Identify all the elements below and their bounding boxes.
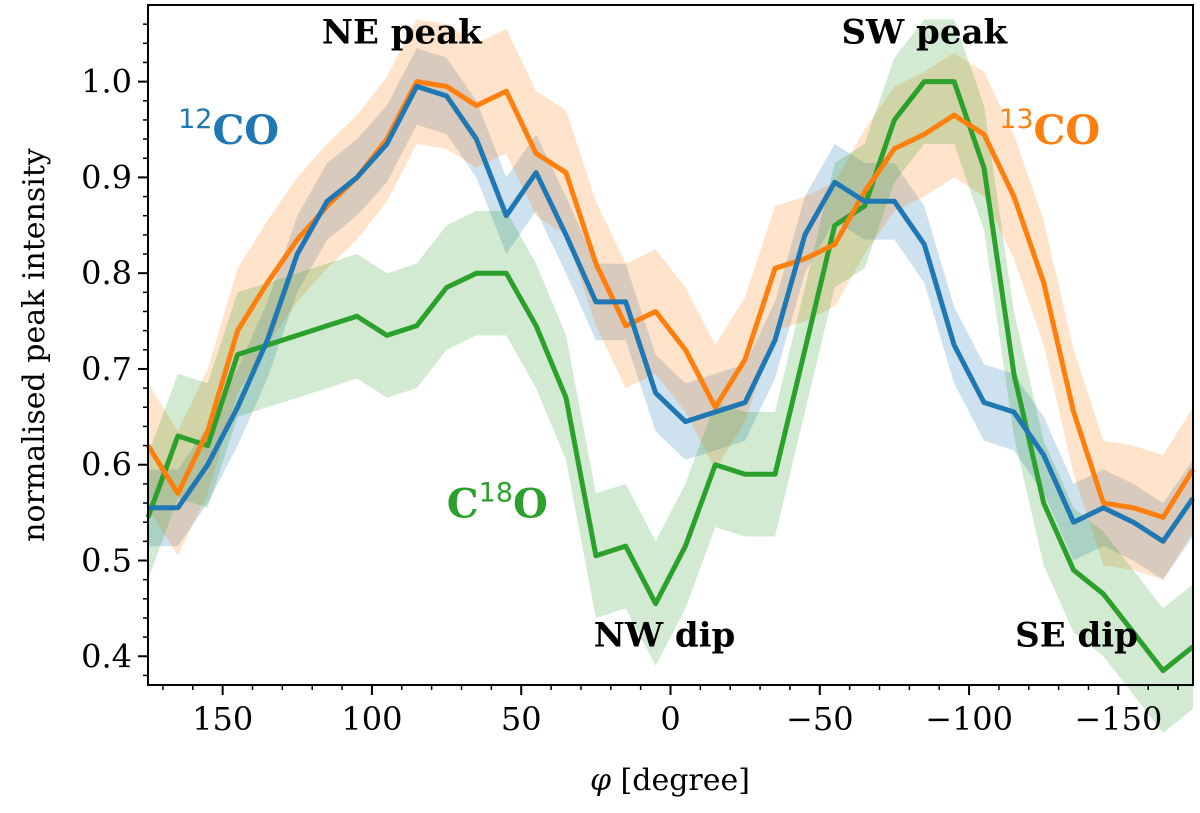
axis-labels: φ [degree] normalised peak intensity xyxy=(17,148,750,798)
y-tick-label: 0.9 xyxy=(81,158,132,196)
x-tick-label: −100 xyxy=(925,700,1013,738)
x-tick-label: −50 xyxy=(786,700,854,738)
y-axis-label: normalised peak intensity xyxy=(17,148,52,542)
annotations: NE peak SW peak NW dip SE dip 12CO 13CO C18O xyxy=(178,12,1138,655)
uncertainty-bands xyxy=(148,19,1193,733)
y-tick-label: 0.8 xyxy=(81,254,132,292)
y-tick-label: 0.6 xyxy=(81,446,132,484)
y-tick-label: 0.7 xyxy=(81,350,132,388)
annotation-ne-peak: NE peak xyxy=(322,12,483,52)
series-label-c18o: C18O xyxy=(447,477,548,527)
line-c18o xyxy=(145,79,1195,674)
axis-ticks: 150 100 50 0 −50 −100 −150 0.4 0.5 0.6 0.7 0.8 0.9 1.… xyxy=(81,23,1179,738)
y-tick-label: 1.0 xyxy=(81,63,132,101)
x-tick-label: 150 xyxy=(192,700,253,738)
y-tick-label: 0.4 xyxy=(81,637,132,675)
series-label-13co: 13CO xyxy=(999,104,1100,154)
band-13co xyxy=(148,19,1193,580)
annotation-sw-peak: SW peak xyxy=(841,12,1008,52)
band-c18o xyxy=(148,19,1193,733)
band-12co xyxy=(148,48,1193,580)
x-tick-label: 0 xyxy=(660,700,680,738)
line-12co xyxy=(148,83,1196,544)
x-axis-symbol: φ xyxy=(590,763,611,798)
series-label-12co: 12CO xyxy=(178,104,279,154)
annotation-nw-dip: NW dip xyxy=(594,616,736,656)
x-axis-label: φ [degree] xyxy=(590,763,750,798)
y-tick-label: 0.5 xyxy=(81,541,132,579)
x-tick-label: 50 xyxy=(501,700,542,738)
annotation-se-dip: SE dip xyxy=(1015,616,1138,656)
series-lines xyxy=(145,79,1196,674)
x-tick-label: 100 xyxy=(341,700,402,738)
x-axis-unit: [degree] xyxy=(611,763,750,798)
x-tick-label: −150 xyxy=(1074,700,1162,738)
